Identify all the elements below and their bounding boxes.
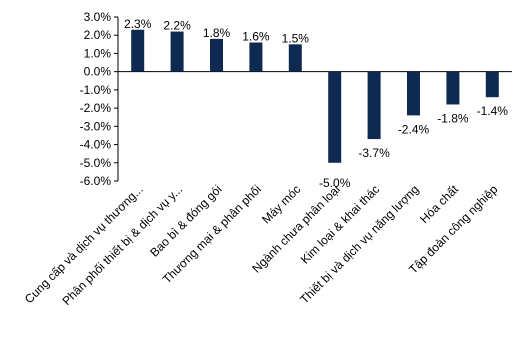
data-label: 1.5% <box>282 31 310 45</box>
y-tick-label: 3.0% <box>84 10 112 24</box>
bar <box>131 29 145 72</box>
y-tick-label: 0.0% <box>84 65 112 79</box>
bar <box>170 31 184 72</box>
category-label: Bao bì & đóng gói <box>147 182 224 259</box>
bars <box>131 29 499 163</box>
bar <box>249 42 263 72</box>
bar <box>485 71 499 98</box>
data-label: -2.4% <box>398 122 430 136</box>
data-label: 2.3% <box>124 17 152 31</box>
bar <box>407 71 420 116</box>
y-tick-label: -3.0% <box>80 119 112 133</box>
data-label: -3.7% <box>358 146 390 160</box>
bar <box>367 71 381 140</box>
bar <box>328 71 342 163</box>
axes <box>117 17 512 181</box>
y-tick-label: -2.0% <box>80 101 112 115</box>
data-label: -5.0% <box>319 176 351 190</box>
bar <box>288 44 302 72</box>
data-labels: 2.3% 2.2% 1.8% 1.6% 1.5% -5.0% -3.7% -2.4% -1.8%… <box>124 17 508 190</box>
y-axis-ticks: 3.0% 2.0% 1.0% 0.0% -1.0% -2.0% -3.0% -4.0% -5.0… <box>80 10 118 188</box>
data-label: 2.2% <box>163 19 191 33</box>
y-tick-label: -4.0% <box>80 138 112 152</box>
y-tick-label: -6.0% <box>80 174 112 188</box>
data-label: 1.8% <box>203 26 231 40</box>
y-tick-label: -5.0% <box>80 156 112 170</box>
bar <box>446 71 460 105</box>
bar <box>210 38 223 72</box>
data-label: -1.8% <box>437 111 469 125</box>
x-axis-category-labels: Cung cấp và dịch vụ thương...Phân phối t… <box>22 182 501 308</box>
data-label: 1.6% <box>242 30 270 44</box>
data-label: -1.4% <box>477 104 509 118</box>
y-tick-label: -1.0% <box>80 83 112 97</box>
y-tick-label: 1.0% <box>84 46 112 60</box>
y-tick-label: 2.0% <box>84 28 112 42</box>
